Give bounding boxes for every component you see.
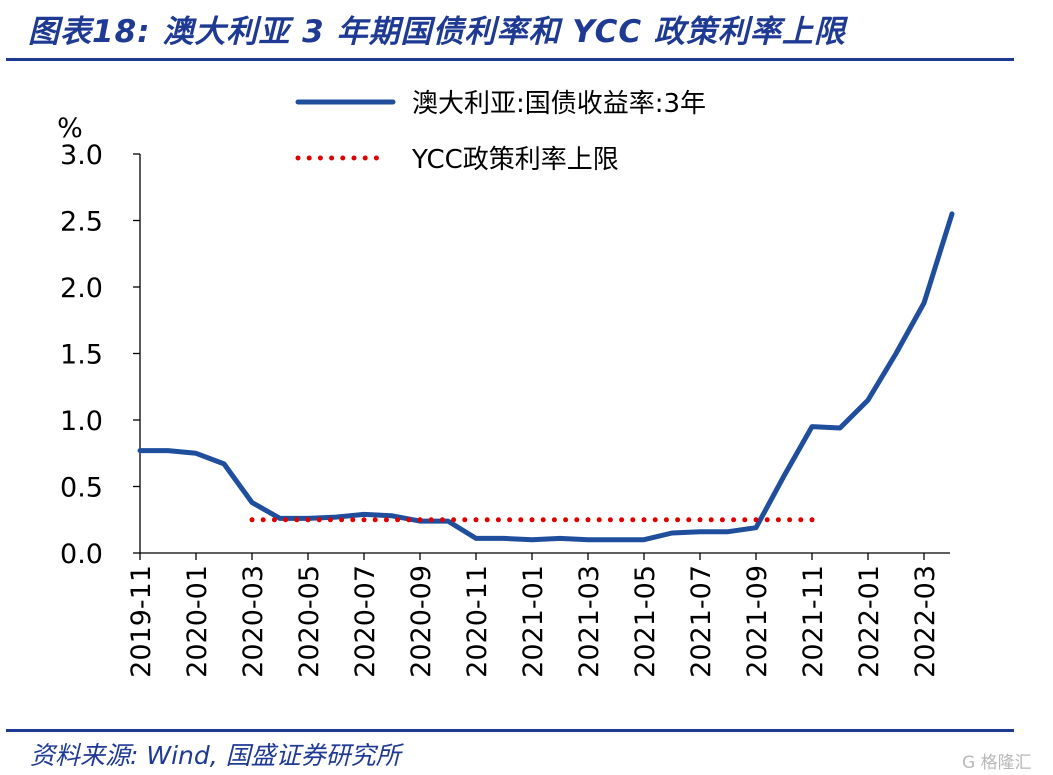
x-tick-label: 2020-07 — [350, 565, 381, 678]
chart-series — [137, 211, 955, 543]
chart-axes: 0.0 0.5 1.0 1.5 2.0 2.5 3.0% 2019-11 2020-01 2020… — [57, 113, 950, 678]
watermark: G 格隆汇 — [962, 753, 1032, 773]
y-tick-label: 0.0 — [60, 539, 103, 570]
x-tick-label: 2020-01 — [182, 565, 213, 678]
x-tick-label: 2021-11 — [798, 565, 829, 678]
title-rule — [6, 58, 1014, 61]
x-tick-label: 2020-11 — [462, 565, 493, 678]
y-tick-label: 1.5 — [60, 340, 103, 371]
legend-label: YCC政策利率上限 — [411, 145, 619, 175]
x-tick-label: 2020-09 — [406, 565, 437, 678]
x-tick-label: 2021-09 — [742, 565, 773, 678]
x-tick-label: 2021-05 — [630, 565, 661, 678]
legend-item-2: YCC政策利率上限 — [295, 145, 619, 175]
x-tick-label: 2021-07 — [686, 565, 717, 678]
source-note: 资料来源: Wind, 国盛证券研究所 — [30, 741, 401, 770]
y-tick-label: 3.0 — [60, 140, 103, 171]
x-tick-label: 2022-03 — [910, 565, 941, 678]
x-tick-label: 2020-05 — [294, 565, 325, 678]
figure-title: 图表18: 澳大利亚 3 年期国债利率和 YCC 政策利率上限 — [28, 14, 846, 50]
legend-label: 澳大利亚:国债收益率:3年 — [412, 89, 706, 119]
yield-line — [137, 211, 955, 543]
x-tick-label: 2020-03 — [238, 565, 269, 678]
y-tick-label: 1.0 — [60, 406, 103, 437]
y-tick-label: 0.5 — [60, 473, 103, 504]
series-1 — [137, 211, 955, 543]
x-tick-label: 2022-01 — [854, 565, 885, 678]
y-axis-unit: % — [57, 113, 83, 144]
x-tick-label: 2019-11 — [126, 565, 157, 678]
footer-rule — [6, 729, 1014, 732]
chart: 0.0 0.5 1.0 1.5 2.0 2.5 3.0% 2019-11 2020-01 2020… — [57, 89, 955, 678]
x-tick-label: 2021-01 — [518, 565, 549, 678]
x-tick-label: 2021-03 — [574, 565, 605, 678]
y-tick-label: 2.5 — [60, 207, 103, 238]
y-tick-label: 2.0 — [60, 273, 103, 304]
legend-item-1: 澳大利亚:国债收益率:3年 — [295, 89, 706, 119]
chart-legend: 澳大利亚:国债收益率:3年 YCC政策利率上限 — [295, 89, 706, 175]
